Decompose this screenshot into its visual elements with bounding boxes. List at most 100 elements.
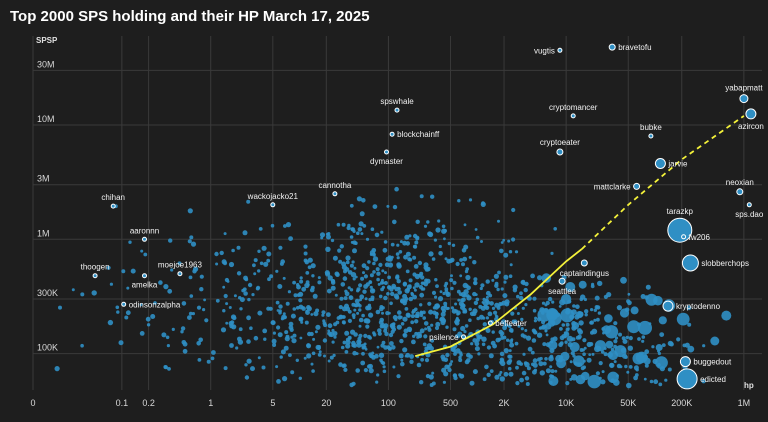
data-point <box>327 359 331 363</box>
data-point <box>389 341 394 346</box>
data-point <box>383 323 389 329</box>
data-point <box>58 305 62 310</box>
data-point <box>520 317 524 322</box>
data-point <box>382 369 387 374</box>
data-point <box>567 342 573 348</box>
labeled-point-cryptoeater <box>556 148 564 156</box>
data-point <box>635 368 639 372</box>
data-point <box>641 339 645 343</box>
data-point <box>490 340 496 346</box>
data-point <box>109 282 113 286</box>
data-point <box>189 235 194 240</box>
data-point <box>424 358 430 363</box>
data-point <box>353 303 358 308</box>
data-point <box>425 266 431 272</box>
data-point <box>580 294 586 300</box>
data-point <box>380 230 384 234</box>
data-point <box>292 333 297 338</box>
data-point <box>590 308 594 312</box>
data-point <box>355 368 361 373</box>
data-point <box>379 306 384 312</box>
data-point <box>638 320 652 335</box>
x-tick-label: 1 <box>208 398 213 408</box>
data-point <box>188 311 193 316</box>
data-point <box>667 340 674 347</box>
data-point <box>298 376 302 380</box>
data-point <box>480 240 483 243</box>
data-point <box>658 316 667 325</box>
data-point <box>498 373 502 377</box>
data-point <box>278 304 283 309</box>
data-point <box>578 320 584 326</box>
data-point <box>448 362 453 366</box>
data-point <box>402 293 408 299</box>
data-point <box>414 273 421 280</box>
y-tick-label: 3M <box>37 174 50 184</box>
data-point <box>571 374 578 381</box>
data-point <box>222 261 228 266</box>
data-point <box>295 358 299 362</box>
data-point <box>348 295 354 301</box>
data-point <box>158 280 163 285</box>
data-point <box>408 329 412 333</box>
data-point <box>545 333 549 337</box>
data-point <box>318 350 322 354</box>
data-point <box>215 262 219 266</box>
data-point <box>399 315 403 319</box>
data-point <box>358 221 364 227</box>
data-point <box>454 321 460 326</box>
data-point <box>279 355 283 359</box>
data-point <box>496 306 501 310</box>
data-point <box>325 271 331 277</box>
data-point <box>506 338 510 342</box>
data-point <box>523 287 528 293</box>
data-point <box>497 270 501 275</box>
data-point <box>303 258 308 263</box>
data-point <box>569 338 574 342</box>
data-point <box>290 335 294 339</box>
data-point <box>146 323 151 327</box>
data-point <box>630 306 639 315</box>
data-point <box>222 285 226 289</box>
data-point <box>368 368 374 374</box>
labeled-point-yabapmatt <box>739 94 749 104</box>
labeled-point-cryptomancer <box>570 113 576 119</box>
data-point <box>434 325 440 331</box>
data-point <box>299 279 304 284</box>
data-point <box>601 370 605 374</box>
data-point <box>372 204 378 210</box>
data-point <box>352 248 357 254</box>
data-point <box>491 278 495 282</box>
data-point <box>460 325 466 332</box>
chart-title: Top 2000 SPS holding and their HP March … <box>10 8 370 25</box>
data-point <box>331 279 336 284</box>
data-point <box>345 260 350 265</box>
trend-line-dashed <box>581 115 745 250</box>
data-point <box>210 356 215 361</box>
data-point <box>202 308 206 312</box>
data-point <box>224 277 229 283</box>
data-point <box>423 334 428 339</box>
data-point <box>472 338 478 343</box>
data-point <box>657 363 661 367</box>
point-label: fw206 <box>689 233 711 242</box>
data-point <box>453 349 457 353</box>
data-point <box>412 286 416 290</box>
data-point <box>220 327 227 333</box>
data-point <box>564 335 567 339</box>
x-tick-label: 200K <box>671 398 692 408</box>
data-point <box>170 268 174 272</box>
y-tick-label: 100K <box>37 343 58 353</box>
data-point <box>330 285 336 291</box>
data-point <box>283 345 289 351</box>
data-point <box>276 325 281 330</box>
data-point <box>604 314 613 323</box>
data-point <box>192 269 197 274</box>
data-point <box>595 371 601 376</box>
data-point <box>360 360 366 366</box>
data-point <box>293 293 298 298</box>
data-point <box>441 367 447 373</box>
data-point <box>596 346 602 351</box>
data-point <box>343 367 348 372</box>
data-point <box>309 287 315 293</box>
